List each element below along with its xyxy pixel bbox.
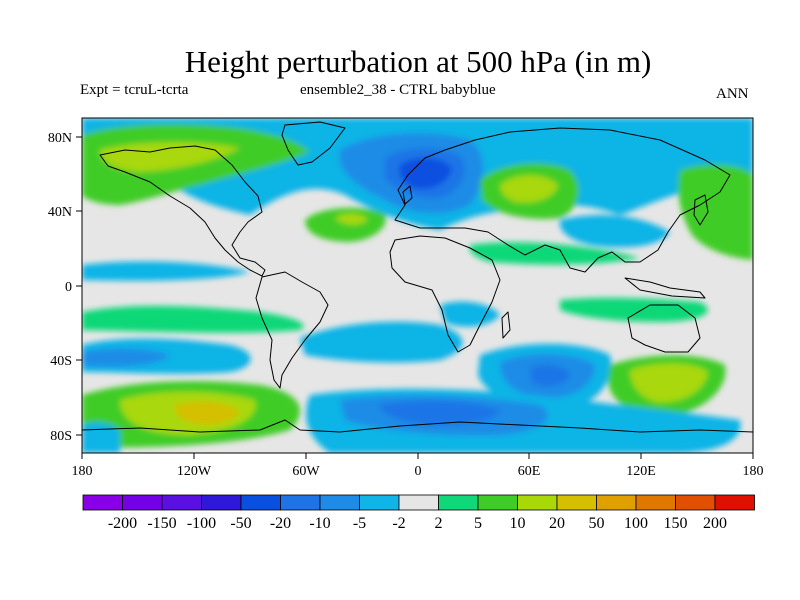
contour-green-indian [560, 297, 708, 322]
coast-australia [627, 304, 701, 353]
colorbar-box [714, 494, 755, 511]
colorbar-label: -200 [108, 515, 137, 532]
coast-british-isles [402, 185, 413, 205]
colorbar-box [280, 494, 321, 511]
lat-label-0: 0 [65, 280, 72, 295]
contour-deepblue-europe [399, 157, 452, 189]
lat-axis: 80N 40N 0 40S 80S [48, 131, 82, 444]
contour-yellow-greenland [100, 142, 240, 172]
lat-label-80n: 80N [48, 131, 72, 146]
contour-cyan-asia [559, 214, 670, 248]
colorbar-box [122, 494, 163, 511]
colorbar-box [201, 494, 242, 511]
colorbar-box [438, 494, 479, 511]
colorbar-box [319, 494, 360, 511]
coast-eurasia [394, 127, 731, 273]
ensemble-label: ensemble2_38 - CTRL babyblue [300, 82, 496, 98]
colorbar-label: -100 [187, 515, 216, 532]
colorbar-label: -150 [147, 515, 176, 532]
colorbar-box [359, 494, 400, 511]
coast-indonesia [624, 277, 706, 299]
contour-yellow-russia [500, 175, 558, 203]
colorbar-box [596, 494, 637, 511]
experiment-label: Expt = tcruL-tcrta [80, 82, 189, 98]
colorbar-label: 50 [589, 515, 605, 532]
coast-antarctica [82, 419, 753, 433]
coast-south-america [255, 271, 329, 389]
coast-greenland [281, 121, 346, 166]
colorbar-label: -10 [309, 515, 330, 532]
lon-label-60e: 60E [518, 464, 541, 479]
lat-label-40n: 40N [48, 205, 72, 220]
colorbar-box [556, 494, 597, 511]
contour-green-tropics-south [82, 305, 304, 333]
coastlines [82, 121, 753, 433]
colorbar-box [82, 494, 123, 511]
contour-yellow-atlantic [335, 213, 368, 225]
lon-label-120e: 120E [626, 464, 656, 479]
lat-label-40s: 40S [50, 354, 72, 369]
colorbar-label: -50 [230, 515, 251, 532]
contour-cyan-south-atlantic [300, 321, 463, 363]
colorbar-box [398, 494, 439, 511]
colorbar-label: 100 [624, 515, 648, 532]
colorbar-label: 200 [703, 515, 727, 532]
coast-madagascar [501, 311, 511, 339]
colorbar-label: 2 [435, 515, 443, 532]
colorbar-label: 10 [510, 515, 526, 532]
plot-title: Height perturbation at 500 hPa (in m) [184, 44, 652, 79]
contour-green-atlantic [305, 207, 386, 242]
contour-cyan-tropics-west [82, 261, 250, 281]
contour-darkblue-south-indian [530, 364, 570, 387]
colorbar-label: -5 [353, 515, 366, 532]
colorbar-box [635, 494, 676, 511]
coast-japan [693, 194, 709, 226]
lon-label-120w: 120W [177, 464, 212, 479]
lon-label-180e: 180 [743, 464, 764, 479]
contour-cyan-pacific-far-south [82, 422, 120, 453]
colorbar-box [517, 494, 558, 511]
lon-label-60w: 60W [292, 464, 320, 479]
colorbar-box [240, 494, 281, 511]
contour-field [82, 118, 753, 453]
lat-label-80s: 80S [50, 429, 72, 444]
colorbar-label: 5 [474, 515, 482, 532]
contour-darkblue-antarctic [380, 400, 500, 426]
lon-axis: 180 120W 60W 0 60E 120E 180 [72, 453, 764, 479]
contour-cyan-africa [440, 301, 500, 327]
contour-gold-antarctic-west [174, 401, 240, 425]
colorbar-box [477, 494, 518, 511]
colorbar-box [161, 494, 202, 511]
colorbar-label: 20 [549, 515, 565, 532]
contour-yellow-australia-south [630, 363, 708, 403]
colorbar-label: 150 [664, 515, 688, 532]
coast-africa [389, 235, 501, 353]
colorbar: -200 -150 -100 -50 -20 -10 -5 -2 2 5 10 20 50 100 150 2… [82, 494, 755, 532]
coast-north-america [99, 145, 266, 277]
lon-label-0: 0 [415, 464, 422, 479]
colorbar-label: -20 [270, 515, 291, 532]
colorbar-box [675, 494, 716, 511]
season-label: ANN [716, 86, 749, 102]
colorbar-label: -2 [392, 515, 405, 532]
contour-blue-south-pacific [82, 348, 170, 367]
lon-label-180w: 180 [72, 464, 93, 479]
contour-green-pacific-east [678, 164, 753, 260]
